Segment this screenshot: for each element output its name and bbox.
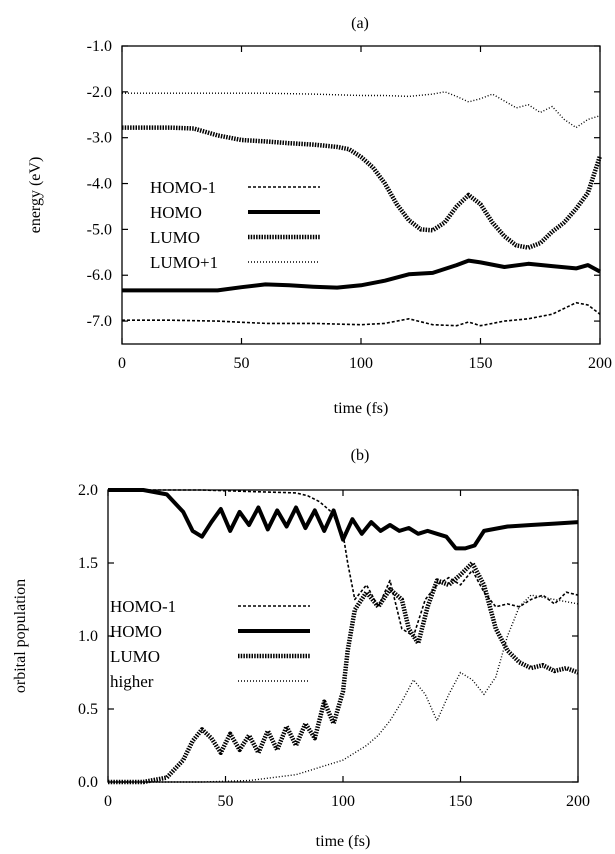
y-tick-label: -6.0 bbox=[87, 267, 112, 284]
y-tick-label: -1.0 bbox=[87, 38, 112, 55]
y-tick-label: 1.5 bbox=[78, 555, 98, 572]
panel-b-legend: HOMO-1 HOMO LUMO higher bbox=[110, 597, 310, 691]
panel-a-label: (a) bbox=[351, 15, 369, 32]
y-tick-label: 2.0 bbox=[78, 482, 98, 499]
legend-entry: LUMO bbox=[150, 228, 320, 247]
panel-b-series bbox=[108, 488, 579, 785]
panel-b-y-axis-label: orbital population bbox=[12, 579, 29, 693]
panel-b-x-ticks: 0 50 100 150 200 bbox=[104, 490, 590, 810]
legend-label: HOMO bbox=[110, 622, 162, 641]
panel-a-y-axis-label: energy (eV) bbox=[27, 157, 44, 234]
legend-label: LUMO bbox=[110, 647, 160, 666]
x-tick-label: 0 bbox=[104, 793, 112, 810]
y-tick-label: 1.0 bbox=[78, 628, 98, 645]
series-line-homo-1 bbox=[122, 301, 601, 327]
legend-label: HOMO-1 bbox=[110, 597, 176, 616]
legend-entry: higher bbox=[110, 672, 310, 691]
legend-entry: LUMO bbox=[110, 647, 310, 666]
panel-a-y-ticks: -1.0 -2.0 -3.0 -4.0 -5.0 -6.0 -7.0 bbox=[87, 38, 600, 330]
legend-entry: HOMO-1 bbox=[150, 178, 320, 197]
legend-label: HOMO-1 bbox=[150, 178, 216, 197]
series-line-lumo bbox=[122, 125, 603, 250]
series-line-homo bbox=[108, 488, 579, 551]
panel-b-x-axis-label: time (fs) bbox=[316, 833, 371, 850]
x-tick-label: 150 bbox=[449, 793, 473, 810]
x-tick-label: 150 bbox=[469, 355, 493, 372]
panel-b-y-ticks: 0.0 0.5 1.0 1.5 2.0 bbox=[78, 482, 578, 791]
panel-a-legend: HOMO-1 HOMO LUMO LUMO+1 bbox=[150, 178, 320, 272]
panel-a-energy-chart: (a) 0 50 100 150 200 -1.0 -2.0 -3.0 -4.0 -5.0 -6.… bbox=[27, 15, 612, 417]
y-tick-label: -5.0 bbox=[87, 221, 112, 238]
y-tick-label: 0.0 bbox=[78, 774, 98, 791]
x-tick-label: 200 bbox=[566, 793, 590, 810]
legend-entry: LUMO+1 bbox=[150, 253, 320, 272]
y-tick-label: -2.0 bbox=[87, 84, 112, 101]
x-tick-label: 100 bbox=[331, 793, 355, 810]
y-tick-label: -4.0 bbox=[87, 176, 112, 193]
series-line-homo-1 bbox=[108, 489, 579, 637]
legend-label: LUMO bbox=[150, 228, 200, 247]
panel-a-x-ticks: 0 50 100 150 200 bbox=[118, 46, 612, 372]
y-tick-label: -7.0 bbox=[87, 313, 112, 330]
x-tick-label: 200 bbox=[588, 355, 612, 372]
panel-b-label: (b) bbox=[351, 447, 370, 464]
x-tick-label: 50 bbox=[218, 793, 234, 810]
legend-label: LUMO+1 bbox=[150, 253, 218, 272]
y-tick-label: 0.5 bbox=[78, 701, 98, 718]
series-line-lumo bbox=[108, 560, 579, 785]
y-tick-label: -3.0 bbox=[87, 130, 112, 147]
legend-entry: HOMO-1 bbox=[110, 597, 310, 616]
legend-label: HOMO bbox=[150, 203, 202, 222]
legend-label: higher bbox=[110, 672, 154, 691]
x-tick-label: 50 bbox=[234, 355, 250, 372]
legend-entry: HOMO bbox=[110, 622, 310, 641]
x-tick-label: 0 bbox=[118, 355, 126, 372]
legend-entry: HOMO bbox=[150, 203, 320, 222]
panel-b-population-chart: (b) 0 50 100 150 200 0.0 0.5 1.0 1.5 2.0 time (f… bbox=[12, 447, 590, 850]
series-line-lumo-1 bbox=[122, 91, 601, 129]
x-tick-label: 100 bbox=[349, 355, 373, 372]
panel-a-series bbox=[122, 91, 603, 327]
panel-a-x-axis-label: time (fs) bbox=[334, 400, 389, 417]
series-line-homo bbox=[122, 258, 601, 293]
